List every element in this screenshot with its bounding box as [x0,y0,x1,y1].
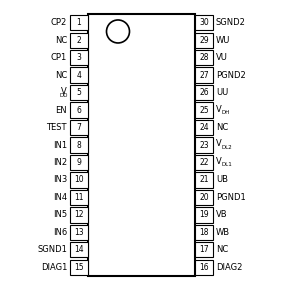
Bar [195,260,213,275]
Text: VU: VU [216,53,228,62]
Text: 28: 28 [199,53,209,62]
Bar [195,225,213,240]
Text: WB: WB [216,228,230,237]
Text: 10: 10 [74,175,84,184]
Text: IN3: IN3 [53,175,67,184]
Text: 4: 4 [77,71,82,80]
Text: SGND1: SGND1 [37,245,67,254]
Bar [195,190,213,205]
Text: DIAG2: DIAG2 [216,263,242,272]
Text: 3: 3 [77,53,82,62]
Bar [70,85,88,100]
Text: 29: 29 [199,36,209,45]
Text: EN: EN [55,106,67,115]
Bar [70,190,88,205]
Text: 9: 9 [77,158,82,167]
Bar [195,50,213,65]
Bar [195,120,213,135]
Text: 1: 1 [77,18,82,27]
Text: 7: 7 [77,123,82,132]
Text: 20: 20 [199,193,209,202]
Text: DIAG1: DIAG1 [41,263,67,272]
Text: IN5: IN5 [53,210,67,219]
Text: UU: UU [216,88,228,97]
Text: IN6: IN6 [53,228,67,237]
Text: 24: 24 [199,123,209,132]
Bar [195,32,213,48]
Bar [70,242,88,258]
Text: 23: 23 [199,140,209,150]
Text: V: V [61,87,67,96]
Text: VB: VB [216,210,228,219]
Text: NC: NC [55,71,67,80]
Bar [195,242,213,258]
Bar [195,15,213,30]
Text: PGND2: PGND2 [216,71,246,80]
Text: 18: 18 [199,228,209,237]
Text: V: V [216,157,222,166]
Text: NC: NC [216,245,228,254]
Text: IN4: IN4 [53,193,67,202]
Bar [195,207,213,222]
Text: 16: 16 [199,263,209,272]
Text: WU: WU [216,36,230,45]
Text: 11: 11 [74,193,84,202]
Text: CP1: CP1 [51,53,67,62]
Text: 2: 2 [77,36,82,45]
Text: CP2: CP2 [51,18,67,27]
Bar [70,155,88,170]
Text: SGND2: SGND2 [216,18,246,27]
Bar [70,260,88,275]
Text: IN2: IN2 [53,158,67,167]
Text: 21: 21 [199,175,209,184]
Text: 26: 26 [199,88,209,97]
Bar [70,137,88,153]
Text: TEST: TEST [46,123,67,132]
Text: DL2: DL2 [222,145,232,150]
Text: 19: 19 [199,210,209,219]
Text: V: V [216,139,222,148]
Bar [195,172,213,188]
Text: DL1: DL1 [222,162,232,167]
Text: 12: 12 [74,210,84,219]
Text: DH: DH [222,110,230,115]
Text: DD: DD [59,93,68,98]
Bar [88,14,195,276]
Text: 6: 6 [77,106,82,115]
Text: 30: 30 [199,18,209,27]
Text: 5: 5 [77,88,82,97]
Bar [70,120,88,135]
Bar [70,102,88,118]
Circle shape [106,20,130,43]
Text: 27: 27 [199,71,209,80]
Text: 8: 8 [77,140,82,150]
Text: NC: NC [55,36,67,45]
Text: PGND1: PGND1 [216,193,246,202]
Text: IN1: IN1 [53,140,67,150]
Text: 14: 14 [74,245,84,254]
Bar [195,137,213,153]
Text: 17: 17 [199,245,209,254]
Text: 25: 25 [199,106,209,115]
Bar [70,225,88,240]
Text: 22: 22 [199,158,209,167]
Bar [70,207,88,222]
Text: NC: NC [216,123,228,132]
Bar [195,155,213,170]
Bar [70,68,88,83]
Text: 13: 13 [74,228,84,237]
Bar [195,68,213,83]
Bar [195,85,213,100]
Bar [195,102,213,118]
Text: V: V [216,105,222,114]
Bar [70,32,88,48]
Bar [70,50,88,65]
Text: 15: 15 [74,263,84,272]
Text: UB: UB [216,175,228,184]
Bar [70,15,88,30]
Bar [70,172,88,188]
